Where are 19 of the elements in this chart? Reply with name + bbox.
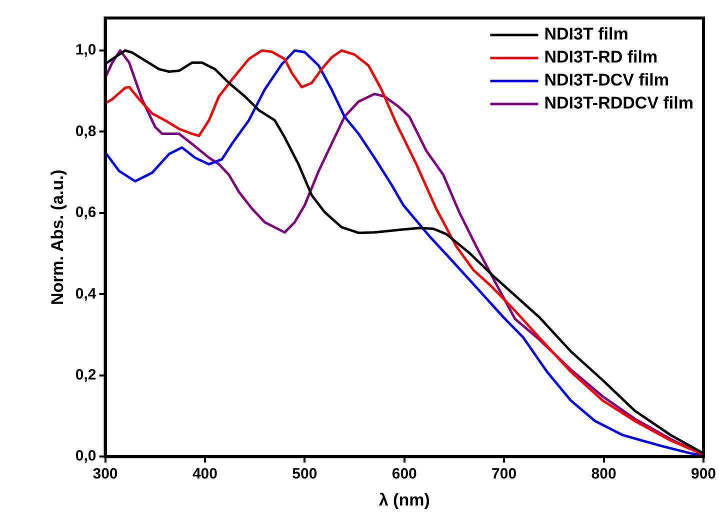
y-axis-title: Norm. Abs. (a.u.) [48, 170, 67, 305]
x-tick-label: 700 [492, 466, 517, 483]
y-tick-label: 0,4 [75, 285, 97, 302]
legend-label: NDI3T-DCV film [544, 70, 669, 90]
legend-label: NDI3T film [544, 24, 628, 44]
y-tick-label: 1,0 [75, 42, 96, 59]
legend-label: NDI3T-RDDCV film [544, 94, 694, 113]
x-tick-label: 400 [192, 466, 218, 483]
y-tick-label: 0,2 [75, 366, 96, 384]
x-tick-label: 600 [392, 466, 417, 483]
y-tick-label: 0,6 [75, 204, 96, 222]
x-tick-label: 300 [92, 466, 118, 483]
x-tick-label: 800 [591, 466, 616, 483]
y-tick-label: 0,0 [75, 448, 96, 465]
x-axis-title: λ (nm) [378, 490, 430, 510]
y-tick-label: 0,8 [75, 122, 96, 140]
x-tick-label: 900 [690, 466, 716, 483]
x-tick-label: 500 [292, 466, 318, 483]
legend-label: NDI3T-RD film [544, 48, 658, 67]
